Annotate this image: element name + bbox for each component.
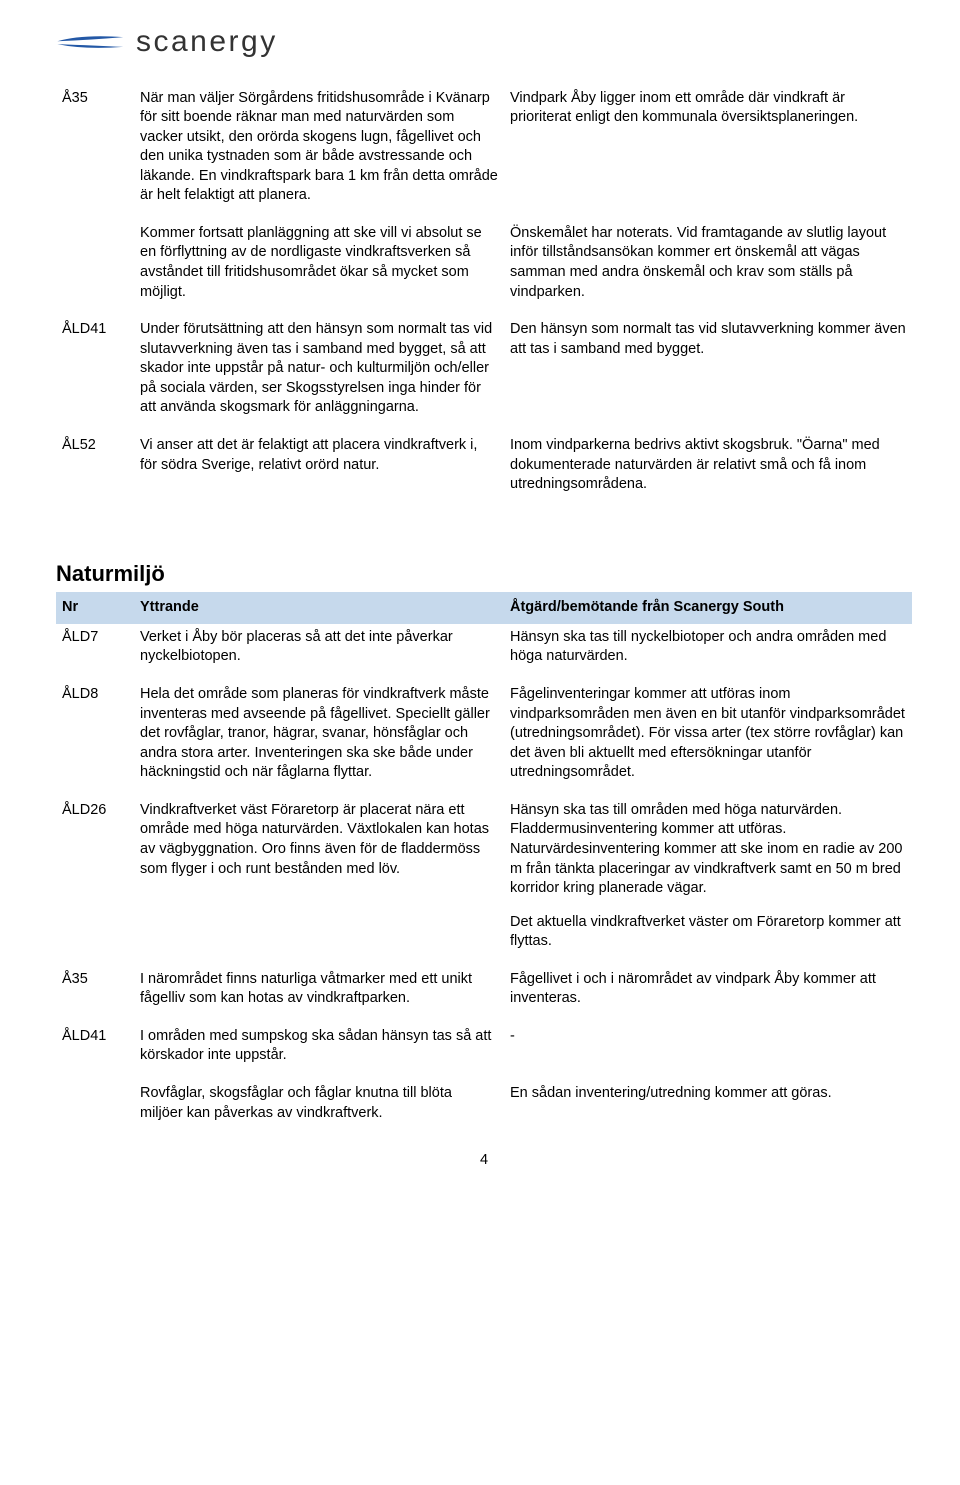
table-row: Kommer fortsatt planläggning att ske vil…: [56, 220, 912, 316]
atgard-para: Den hänsyn som normalt tas vid slutavver…: [510, 320, 906, 359]
logo: scanergy: [56, 22, 912, 63]
row-id: Å35: [56, 85, 134, 220]
col-atgard: Åtgärd/bemötande från Scanergy South: [504, 592, 912, 624]
top-table: Å35När man väljer Sörgårdens fritidshuso…: [56, 85, 912, 509]
atgard: Fågellivet i och i närområdet av vindpar…: [504, 966, 912, 1023]
yttrande-para: Verket i Åby bör placeras så att det int…: [140, 628, 498, 667]
col-yttrande: Yttrande: [134, 592, 504, 624]
atgard: Vindpark Åby ligger inom ett område där …: [504, 85, 912, 220]
row-id: [56, 1080, 134, 1137]
logo-mark-icon: [56, 31, 126, 53]
yttrande: När man väljer Sörgårdens fritidshusområ…: [134, 85, 504, 220]
atgard-para: En sådan inventering/utredning kommer at…: [510, 1084, 906, 1104]
yttrande-para: Under förutsättning att den hänsyn som n…: [140, 320, 498, 418]
table-header-row: Nr Yttrande Åtgärd/bemötande från Scaner…: [56, 592, 912, 624]
naturmiljo-table: Nr Yttrande Åtgärd/bemötande från Scaner…: [56, 592, 912, 1137]
atgard-para: Fågelinventeringar kommer att utföras in…: [510, 685, 906, 783]
atgard-para: Hänsyn ska tas till områden med höga nat…: [510, 801, 906, 899]
atgard: Hänsyn ska tas till områden med höga nat…: [504, 797, 912, 966]
row-id: ÅLD8: [56, 681, 134, 797]
yttrande: Kommer fortsatt planläggning att ske vil…: [134, 220, 504, 316]
table-row: ÅLD41I områden med sumpskog ska sådan hä…: [56, 1023, 912, 1080]
row-id: ÅLD41: [56, 1023, 134, 1080]
table-row: ÅLD8Hela det område som planeras för vin…: [56, 681, 912, 797]
table-row: ÅLD41Under förutsättning att den hänsyn …: [56, 316, 912, 432]
table-row: ÅLD7Verket i Åby bör placeras så att det…: [56, 624, 912, 681]
atgard-para: Hänsyn ska tas till nyckelbiotoper och a…: [510, 628, 906, 667]
atgard: Hänsyn ska tas till nyckelbiotoper och a…: [504, 624, 912, 681]
atgard-para: Fågellivet i och i närområdet av vindpar…: [510, 970, 906, 1009]
section-title: Naturmiljö: [56, 559, 912, 589]
table-row: ÅLD26Vindkraftverket väst Föraretorp är …: [56, 797, 912, 966]
table-row: Å35I närområdet finns naturliga våtmarke…: [56, 966, 912, 1023]
table-row: Rovfåglar, skogsfåglar och fåglar knutna…: [56, 1080, 912, 1137]
row-id: ÅLD7: [56, 624, 134, 681]
yttrande-para: Hela det område som planeras för vindkra…: [140, 685, 498, 783]
yttrande-para: Kommer fortsatt planläggning att ske vil…: [140, 224, 498, 302]
atgard: Fågelinventeringar kommer att utföras in…: [504, 681, 912, 797]
row-id: ÅLD26: [56, 797, 134, 966]
atgard: Önskemålet har noterats. Vid framtagande…: [504, 220, 912, 316]
yttrande: Hela det område som planeras för vindkra…: [134, 681, 504, 797]
yttrande: Vindkraftverket väst Föraretorp är place…: [134, 797, 504, 966]
yttrande: Verket i Åby bör placeras så att det int…: [134, 624, 504, 681]
yttrande-para: Vi anser att det är felaktigt att placer…: [140, 436, 498, 475]
atgard: Den hänsyn som normalt tas vid slutavver…: [504, 316, 912, 432]
logo-text: scanergy: [136, 22, 278, 63]
yttrande-para: I närområdet finns naturliga våtmarker m…: [140, 970, 498, 1009]
atgard-para: Det aktuella vindkraftverket väster om F…: [510, 913, 906, 952]
row-id: [56, 220, 134, 316]
atgard: -: [504, 1023, 912, 1080]
atgard-para: Vindpark Åby ligger inom ett område där …: [510, 89, 906, 128]
row-id: ÅLD41: [56, 316, 134, 432]
yttrande-para: Rovfåglar, skogsfåglar och fåglar knutna…: [140, 1084, 498, 1123]
atgard-para: -: [510, 1027, 906, 1047]
yttrande: Vi anser att det är felaktigt att placer…: [134, 432, 504, 509]
yttrande-para: Vindkraftverket väst Föraretorp är place…: [140, 801, 498, 879]
atgard-para: Önskemålet har noterats. Vid framtagande…: [510, 224, 906, 302]
atgard: En sådan inventering/utredning kommer at…: [504, 1080, 912, 1137]
page-number: 4: [56, 1151, 912, 1171]
atgard: Inom vindparkerna bedrivs aktivt skogsbr…: [504, 432, 912, 509]
table-row: Å35När man väljer Sörgårdens fritidshuso…: [56, 85, 912, 220]
yttrande-para: När man väljer Sörgårdens fritidshusområ…: [140, 89, 498, 206]
yttrande-para: I områden med sumpskog ska sådan hänsyn …: [140, 1027, 498, 1066]
row-id: Å35: [56, 966, 134, 1023]
yttrande: I närområdet finns naturliga våtmarker m…: [134, 966, 504, 1023]
col-nr: Nr: [56, 592, 134, 624]
yttrande: Rovfåglar, skogsfåglar och fåglar knutna…: [134, 1080, 504, 1137]
yttrande: Under förutsättning att den hänsyn som n…: [134, 316, 504, 432]
yttrande: I områden med sumpskog ska sådan hänsyn …: [134, 1023, 504, 1080]
table-row: ÅL52Vi anser att det är felaktigt att pl…: [56, 432, 912, 509]
atgard-para: Inom vindparkerna bedrivs aktivt skogsbr…: [510, 436, 906, 495]
row-id: ÅL52: [56, 432, 134, 509]
